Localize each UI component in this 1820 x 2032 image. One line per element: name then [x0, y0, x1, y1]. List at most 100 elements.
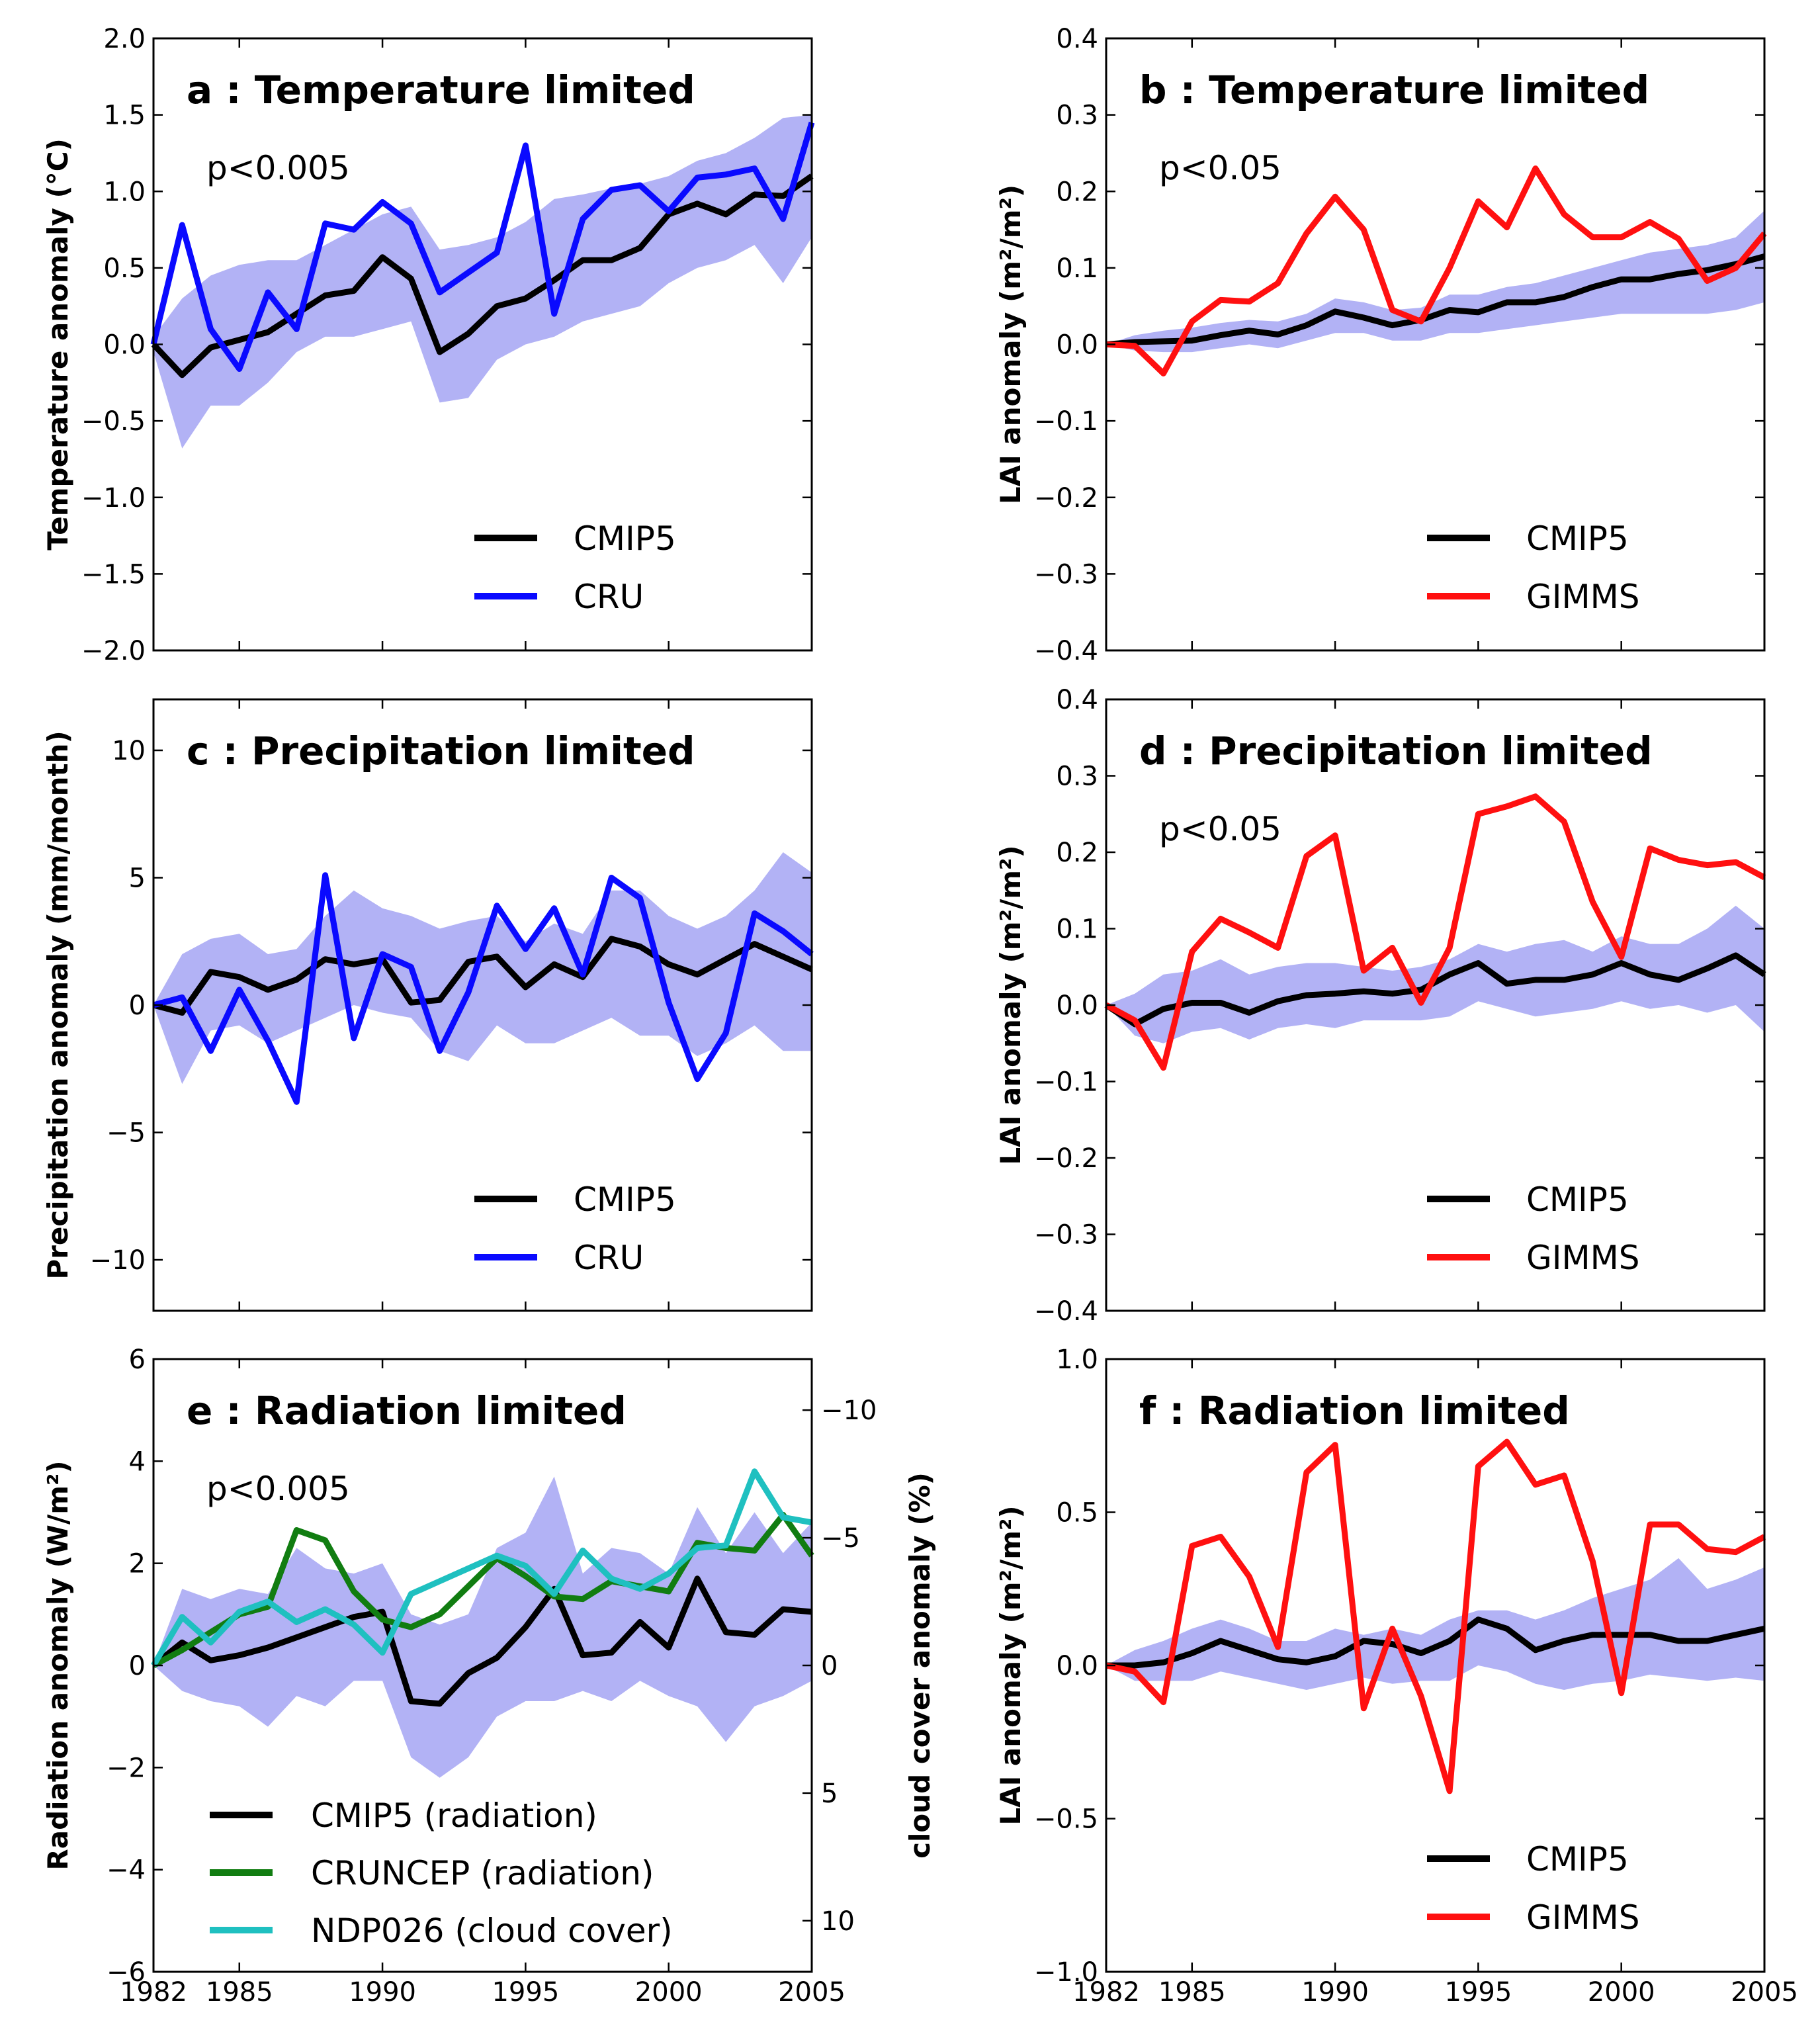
series-line-ndp026-cloud-cover — [151, 1468, 812, 1667]
y-tick-label: −2.0 — [81, 636, 146, 666]
legend-label: CMIP5 — [574, 519, 676, 558]
model-spread-band — [153, 1476, 812, 1778]
y-tick-label: 5 — [129, 863, 146, 894]
y-tick-label: −1.5 — [81, 559, 146, 590]
y2-tick-label: 10 — [821, 1906, 855, 1937]
y-tick-label: 2 — [129, 1549, 146, 1579]
legend-label: GIMMS — [1526, 1898, 1640, 1937]
y-axis-label: LAI anomaly (m²/m²) — [994, 845, 1027, 1165]
x-tick-label: 2000 — [1588, 1977, 1655, 2008]
series-line-cmip5 — [152, 936, 813, 1016]
y-tick-label: −1.0 — [1034, 1957, 1098, 1988]
panel-title: f : Radiation limited — [1139, 1388, 1570, 1433]
series-line-cmip5 — [1104, 952, 1766, 1028]
series-line-cruncep-radiation — [152, 1511, 814, 1668]
y-tick-label: 0 — [129, 991, 146, 1021]
y-axis-label: Radiation anomaly (W/m²) — [42, 1460, 74, 1870]
y2-tick-label: −5 — [821, 1523, 860, 1554]
panel-b: −0.4 −0.3 −0.2 −0.1 0.0 0.1 0.2 0.3 0.4 b : Tempe… — [994, 24, 1767, 666]
panel-e: −6 −4 −2 0 2 4 6 −10 −5 0 5 10 1982 1985 1990 1995 2000 2… — [42, 1345, 936, 2008]
legend-label: GIMMS — [1526, 1239, 1640, 1277]
y-tick-label: −0.5 — [1034, 1804, 1098, 1835]
y-tick-label: −2 — [107, 1753, 146, 1783]
y-axis-label: Precipitation anomaly (mm/month) — [42, 730, 74, 1279]
legend: CMIP5 GIMMS — [1427, 1180, 1640, 1277]
x-tick-label: 1982 — [1072, 1977, 1140, 2008]
x-tick-label: 2005 — [778, 1977, 845, 2008]
y-tick-label: 10 — [112, 736, 146, 766]
x-tick-label: 1995 — [492, 1977, 559, 2008]
series-line-cmip5 — [1106, 1616, 1765, 1669]
y-axis-label: LAI anomaly (m²/m²) — [994, 1505, 1027, 1825]
y-tick-label: 1.5 — [103, 101, 146, 131]
panel-f: −1.0 −0.5 0.0 0.5 1.0 1982 1985 1990 1995 2000 200… — [994, 1345, 1798, 2008]
y-tick-label: 0.4 — [1056, 24, 1098, 54]
x-tick-label: 1985 — [206, 1977, 273, 2008]
legend-label: CRU — [574, 578, 644, 616]
y-tick-label: −0.3 — [1034, 559, 1098, 590]
significance-annotation: p<0.005 — [206, 149, 350, 187]
model-spread-band — [153, 114, 812, 449]
y2-tick-label: 0 — [821, 1651, 838, 1681]
y-tick-label: −0.2 — [1034, 1143, 1098, 1174]
y-tick-label: 4 — [129, 1446, 146, 1477]
y-tick-label: 0.1 — [1056, 914, 1098, 945]
legend-label: CMIP5 — [1526, 1180, 1629, 1219]
significance-annotation: p<0.005 — [206, 1470, 350, 1508]
panel-title: c : Precipitation limited — [187, 729, 695, 773]
y-tick-label: −0.5 — [81, 406, 146, 437]
series-line-gimms — [1105, 1438, 1766, 1794]
legend-label: CRUNCEP (radiation) — [311, 1854, 654, 1892]
y-tick-label: 0.0 — [103, 330, 146, 361]
y-tick-label: −0.1 — [1034, 406, 1098, 437]
y-tick-label: −1.0 — [81, 483, 146, 513]
panel-title: e : Radiation limited — [187, 1388, 627, 1433]
y-tick-label: 0.0 — [1056, 330, 1098, 361]
legend: CMIP5 CRU — [474, 1180, 676, 1277]
y-tick-label: −6 — [107, 1957, 146, 1988]
legend-label: NDP026 (cloud cover) — [311, 1912, 673, 1950]
panel-d: −0.4 −0.3 −0.2 −0.1 0.0 0.1 0.2 0.3 0.4 d : Preci… — [994, 685, 1766, 1327]
panel-title: a : Temperature limited — [187, 67, 695, 112]
panel-title: b : Temperature limited — [1139, 67, 1649, 112]
y-tick-label: −0.3 — [1034, 1220, 1098, 1251]
y-tick-label: 2.0 — [103, 24, 146, 54]
y-tick-label: 6 — [129, 1345, 146, 1375]
x-tick-label: 1982 — [120, 1977, 187, 2008]
series-line-gimms — [1105, 165, 1767, 376]
y-tick-label: 0.3 — [1056, 762, 1098, 792]
y-tick-label: 0.4 — [1056, 685, 1098, 715]
y2-axis-label: cloud cover anomaly (%) — [904, 1472, 936, 1859]
legend-label: GIMMS — [1526, 578, 1640, 616]
legend-label: CMIP5 — [1526, 1840, 1629, 1878]
y2-tick-label: 5 — [821, 1779, 838, 1809]
x-tick-label: 1990 — [349, 1977, 416, 2008]
series-line-cmip5 — [1105, 253, 1766, 347]
y-tick-label: −0.4 — [1034, 636, 1098, 666]
legend: CMIP5 (radiation) CRUNCEP (radiation) NDP0… — [210, 1796, 673, 1950]
significance-annotation: p<0.05 — [1159, 149, 1281, 187]
x-tick-label: 1985 — [1158, 1977, 1226, 2008]
y-tick-label: 0.3 — [1056, 101, 1098, 131]
y-tick-label: 0.5 — [1056, 1498, 1098, 1528]
legend-label: CRU — [574, 1239, 644, 1277]
y-tick-label: 1.0 — [1056, 1345, 1098, 1375]
x-tick-label: 1995 — [1444, 1977, 1512, 2008]
y-tick-label: −4 — [107, 1855, 146, 1886]
y-tick-label: −5 — [107, 1118, 146, 1149]
legend-label: CMIP5 — [574, 1180, 676, 1219]
series-line-cru — [152, 872, 814, 1105]
x-tick-label: 2005 — [1731, 1977, 1798, 2008]
panel-a: −2.0 −1.5 −1.0 −0.5 0.0 0.5 1.0 1.5 2.0 a : Tempe… — [42, 24, 815, 666]
y-tick-label: −0.4 — [1034, 1296, 1098, 1327]
y2-tick-label: −10 — [821, 1395, 877, 1426]
y-tick-label: 0.1 — [1056, 253, 1098, 284]
y-tick-label: 1.0 — [103, 177, 146, 207]
y-tick-label: 0.0 — [1056, 991, 1098, 1021]
y-tick-label: 0.5 — [103, 253, 146, 284]
y-tick-label: 0.2 — [1056, 838, 1098, 868]
y-axis-label: LAI anomaly (m²/m²) — [994, 185, 1027, 504]
x-tick-label: 1990 — [1301, 1977, 1369, 2008]
